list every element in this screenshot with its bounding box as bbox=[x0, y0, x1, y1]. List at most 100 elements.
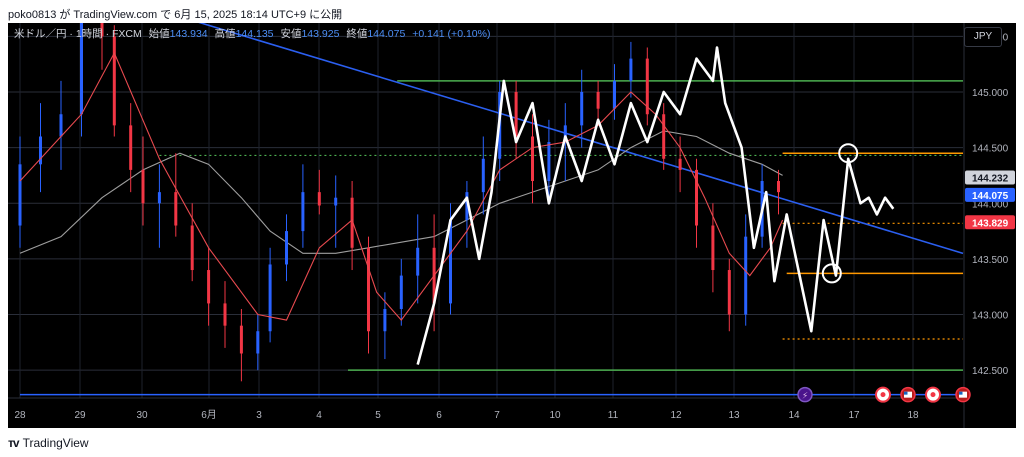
price-label: 144.075 bbox=[972, 191, 1009, 202]
candle-body bbox=[334, 197, 338, 206]
candle-body bbox=[256, 331, 260, 354]
time-tick-label: 3 bbox=[256, 410, 262, 421]
symbol-name[interactable]: 米ドル／円 · 1時間 · FXCM bbox=[14, 28, 142, 40]
time-tick-label: 10 bbox=[549, 410, 561, 421]
price-chart[interactable]: 145.500145.000144.500144.000143.500143.0… bbox=[8, 23, 1016, 428]
candle-body bbox=[596, 91, 600, 109]
lightning-icon[interactable] bbox=[797, 386, 813, 403]
candle-body bbox=[416, 247, 420, 276]
published-line: poko0813 が TradingView.com で 6月 15, 2025… bbox=[8, 9, 343, 21]
candle-body bbox=[80, 23, 83, 115]
flag-us-canton bbox=[959, 391, 963, 395]
time-tick-label: 14 bbox=[788, 410, 800, 421]
footer-brand[interactable]: TradingView bbox=[22, 436, 89, 450]
candle-body bbox=[157, 192, 161, 204]
candle-body bbox=[317, 192, 321, 206]
candle-body bbox=[383, 308, 387, 332]
high-label: 高値 bbox=[214, 28, 236, 40]
candle-body bbox=[645, 58, 649, 115]
hand-drawn-path bbox=[416, 46, 895, 365]
candle-body bbox=[580, 91, 584, 126]
price-tick-label: 145.000 bbox=[972, 88, 1009, 99]
price-tick-label: 144.000 bbox=[972, 199, 1009, 210]
event-marker-dot bbox=[930, 392, 936, 398]
candle-body bbox=[129, 125, 133, 170]
candle-body bbox=[39, 136, 42, 165]
marker-circle bbox=[838, 143, 859, 164]
time-tick-label: 28 bbox=[14, 410, 26, 421]
candle-body bbox=[174, 192, 178, 226]
time-tick-label: 7 bbox=[494, 410, 500, 421]
candle-body bbox=[678, 158, 682, 170]
candle-body bbox=[399, 275, 403, 309]
candle-body bbox=[629, 58, 633, 81]
low-label: 安値 bbox=[280, 28, 302, 40]
time-tick-label: 18 bbox=[907, 410, 919, 421]
candle-body bbox=[777, 181, 780, 193]
high-value: 144.135 bbox=[235, 28, 274, 40]
price-tick-label: 143.500 bbox=[972, 255, 1009, 266]
time-tick-label: 30 bbox=[136, 410, 148, 421]
time-tick-label: 12 bbox=[670, 410, 682, 421]
candle-body bbox=[662, 114, 666, 159]
time-tick-label: 11 bbox=[608, 410, 619, 421]
candle-body bbox=[727, 270, 731, 315]
candle-body bbox=[190, 225, 194, 271]
candle-body bbox=[547, 142, 551, 182]
candle-body bbox=[18, 164, 22, 226]
time-tick-label: 4 bbox=[316, 410, 322, 421]
candle-body bbox=[563, 125, 567, 143]
time-tick-label: 13 bbox=[728, 410, 740, 421]
close-value: 144.075 bbox=[367, 28, 406, 40]
price-tick-label: 142.500 bbox=[972, 366, 1009, 377]
candle-body bbox=[350, 197, 354, 248]
price-label-bg bbox=[965, 187, 1015, 202]
candle-body bbox=[465, 192, 469, 220]
candle-body bbox=[301, 192, 305, 232]
candle-body bbox=[531, 136, 534, 182]
change-value: +0.141 (+0.10%) bbox=[412, 28, 491, 40]
price-tick-label: 143.000 bbox=[972, 311, 1009, 322]
open-label: 始値 bbox=[148, 28, 170, 40]
marker-circle bbox=[821, 263, 842, 284]
price-tick-label: 144.500 bbox=[972, 144, 1009, 155]
time-tick-label: 5 bbox=[375, 410, 381, 421]
price-label-bg bbox=[965, 215, 1015, 230]
candle-body bbox=[223, 303, 227, 326]
tradingview-logo-icon[interactable]: ᴛᴠ bbox=[8, 436, 20, 450]
time-tick-label: 29 bbox=[74, 410, 86, 421]
price-label: 143.829 bbox=[972, 218, 1009, 229]
currency-button[interactable]: JPY bbox=[964, 27, 1002, 47]
time-tick-label: 6 bbox=[436, 410, 442, 421]
candle-body bbox=[141, 169, 145, 204]
ma-slow-line bbox=[19, 130, 783, 254]
flag-us-stripe bbox=[959, 391, 967, 398]
candle-body bbox=[744, 236, 748, 315]
open-value: 143.934 bbox=[169, 28, 208, 40]
flag-us-stripe bbox=[904, 391, 912, 398]
chart-frame[interactable]: 145.500145.000144.500144.000143.500143.0… bbox=[8, 23, 1016, 428]
flag-us-canton bbox=[904, 391, 908, 395]
price-label-bg bbox=[965, 170, 1015, 185]
candle-body bbox=[239, 325, 243, 354]
candle-body bbox=[481, 158, 485, 193]
low-value: 143.925 bbox=[301, 28, 340, 40]
candle-body bbox=[268, 264, 272, 332]
time-tick-label: 6月 bbox=[201, 409, 217, 421]
candle-body bbox=[449, 219, 452, 304]
time-tick-label: 17 bbox=[848, 410, 860, 421]
candle-body bbox=[100, 23, 104, 37]
footer: ᴛᴠ TradingView bbox=[8, 436, 89, 450]
symbol-bar: 米ドル／円 · 1時間 · FXCM 始値143.934 高値144.135 安… bbox=[14, 26, 490, 41]
candle-body bbox=[514, 91, 518, 137]
candle-body bbox=[711, 225, 715, 271]
candle-body bbox=[285, 231, 288, 265]
candle-body bbox=[112, 36, 116, 126]
lightning-glyph: ⚡ bbox=[802, 392, 808, 402]
close-label: 終値 bbox=[346, 28, 368, 40]
candle-body bbox=[59, 114, 63, 137]
event-marker-dot bbox=[880, 392, 886, 398]
candle-body bbox=[367, 247, 370, 332]
ma-fast-line bbox=[19, 51, 784, 321]
price-label: 144.232 bbox=[972, 173, 1009, 184]
